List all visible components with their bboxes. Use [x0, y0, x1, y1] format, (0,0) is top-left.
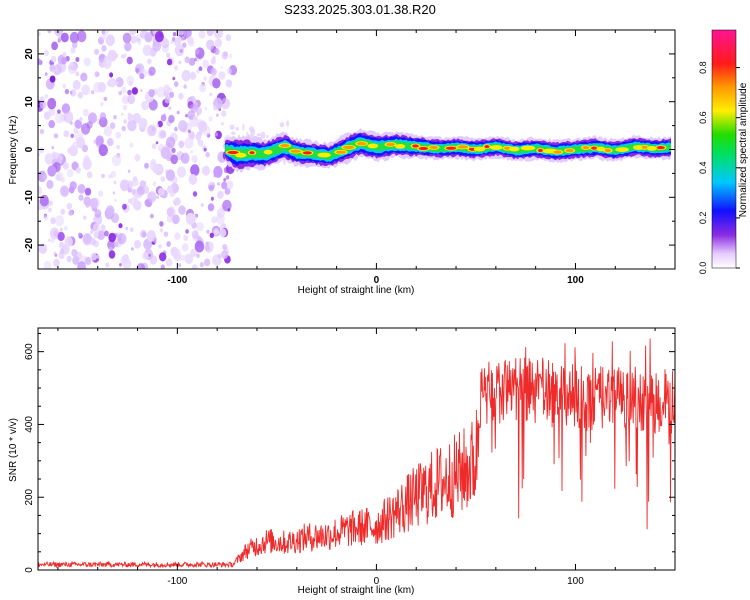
- amplitude-peak-core: [280, 144, 290, 148]
- amplitude-peak: [473, 146, 486, 152]
- colorbar-tick-label: 0.8: [698, 61, 708, 74]
- amplitude-peak-core: [429, 145, 439, 149]
- amplitude-peak-core: [356, 142, 367, 146]
- colorbar: [711, 29, 737, 269]
- colorbar-tick-label: 0.0: [698, 262, 708, 275]
- bottom-y-axis-label: SNR (10 * v/v): [8, 418, 19, 482]
- amplitude-peak-core: [445, 146, 457, 150]
- amplitude-peak-core: [335, 150, 347, 154]
- amplitude-peak: [596, 146, 606, 152]
- spectrogram-area: [38, 30, 671, 269]
- bottom-y-tick-label: 600: [24, 343, 35, 360]
- top-x-tick-label: 100: [567, 275, 584, 286]
- top-y-tick-label: 0: [24, 146, 35, 152]
- amplitude-peak-core: [227, 150, 239, 155]
- figure-title: S233.2025.303.01.38.R20: [284, 2, 436, 17]
- top-y-tick-label: -20: [24, 237, 35, 252]
- amplitude-peak-core: [457, 145, 468, 149]
- snr-series-line: [38, 338, 675, 569]
- top-y-tick-label: -10: [24, 190, 35, 205]
- bottom-x-tick-label: 0: [374, 576, 380, 587]
- bottom-x-axis-label: Height of straight line (km): [298, 585, 415, 596]
- amplitude-peak-core: [582, 146, 589, 150]
- top-y-axis-label: Frequency (Hz): [8, 116, 19, 185]
- amplitude-peak-core: [565, 149, 574, 153]
- snr-plot-area: [38, 338, 675, 569]
- bottom-y-tick-label: 400: [24, 416, 35, 433]
- top-y-tick-label: 20: [24, 48, 35, 60]
- colorbar-ticks: 0.0 0.2 0.4 0.6 0.8: [698, 61, 740, 274]
- snr-panel: -100 0 100 0 200 400 600 Height of straight li…: [8, 327, 676, 596]
- bottom-plot-frame: [37, 327, 676, 571]
- amplitude-peak-core: [656, 146, 665, 150]
- signal-band: [225, 127, 671, 174]
- top-y-tick-label: 10: [24, 96, 35, 108]
- top-x-tick-label: 0: [374, 275, 380, 286]
- amplitude-peak-core: [591, 146, 598, 150]
- top-x-axis-label: Height of straight line (km): [298, 285, 415, 296]
- amplitude-peak-core: [604, 148, 612, 153]
- amplitude-peak: [508, 146, 520, 152]
- bottom-x-tick-label: -100: [167, 576, 187, 587]
- amplitude-peak: [615, 147, 629, 153]
- amplitude-peak-core: [249, 151, 255, 155]
- amplitude-peak-core: [302, 151, 312, 155]
- amplitude-peak: [646, 146, 657, 151]
- amplitude-peak-core: [342, 145, 355, 149]
- amplitude-peak: [490, 145, 503, 150]
- colorbar-tick-label: 0.6: [698, 111, 708, 124]
- bottom-x-tick-label: 100: [567, 576, 584, 587]
- amplitude-peak-core: [641, 145, 648, 149]
- amplitude-peak-core: [553, 150, 562, 154]
- bottom-y-tick-label: 200: [24, 488, 35, 505]
- colorbar-tick-label: 0.4: [698, 162, 708, 175]
- amplitude-peak: [235, 152, 247, 158]
- amplitude-peak: [367, 143, 379, 149]
- colorbar-label: Normalized spectral amplitude: [738, 82, 749, 217]
- colorbar-tick-label: 0.2: [698, 212, 708, 225]
- amplitude-peak-core: [484, 145, 490, 149]
- amplitude-peak: [520, 145, 536, 151]
- top-x-tick-label: -100: [167, 275, 187, 286]
- bottom-y-tick-label: 0: [24, 567, 35, 573]
- amplitude-peak: [317, 152, 331, 158]
- amplitude-peak-core: [537, 148, 544, 153]
- bottom-axes: -100 0 100 0 200 400 600: [24, 328, 675, 587]
- amplitude-peak: [263, 149, 273, 155]
- noise-region: [38, 30, 290, 269]
- amplitude-peak-core: [412, 144, 419, 148]
- amplitude-peak-core: [386, 142, 395, 146]
- amplitude-peak-core: [290, 149, 302, 153]
- amplitude-peak-core: [418, 146, 429, 151]
- amplitude-peak: [395, 144, 406, 149]
